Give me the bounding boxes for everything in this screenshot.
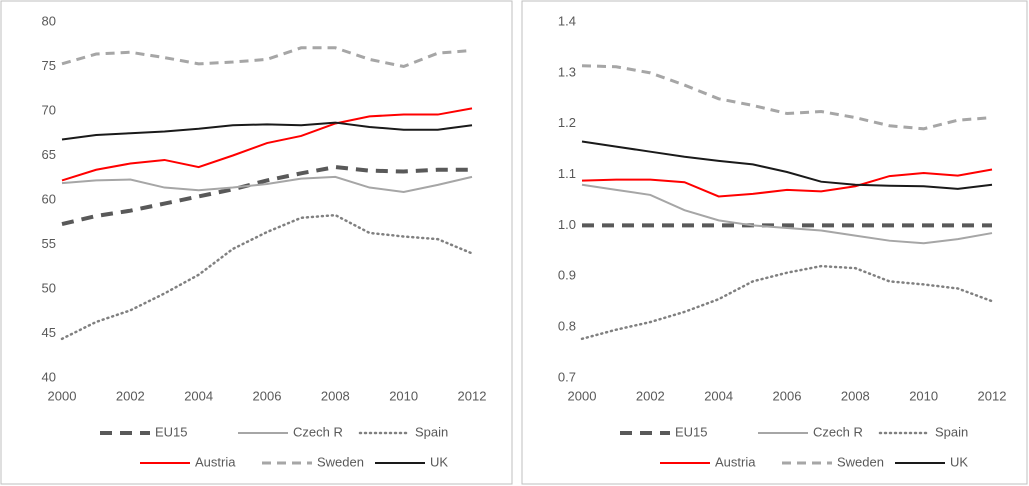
x-tick-label: 2006: [773, 388, 802, 403]
legend-label: EU15: [155, 424, 188, 439]
legend-label: Austria: [195, 454, 236, 469]
legend-label: Spain: [935, 424, 968, 439]
series-line: [580, 264, 994, 341]
legend-label: EU15: [675, 424, 708, 439]
y-tick-label: 0.8: [558, 319, 576, 334]
legend-label: Sweden: [837, 454, 884, 469]
x-tick-label: 2010: [909, 388, 938, 403]
legend-label: UK: [950, 454, 968, 469]
x-tick-label: 2012: [978, 388, 1007, 403]
x-tick-label: 2012: [458, 388, 487, 403]
legend-label: Austria: [715, 454, 756, 469]
legend-label: Spain: [415, 424, 448, 439]
y-tick-label: 65: [42, 147, 56, 162]
legend-label: UK: [430, 454, 448, 469]
y-tick-label: 40: [42, 369, 56, 384]
y-tick-label: 1.1: [558, 166, 576, 181]
y-tick-label: 80: [42, 13, 56, 28]
x-tick-label: 2004: [184, 388, 213, 403]
series-line: [61, 175, 473, 194]
series-line: [60, 213, 474, 341]
y-tick-label: 1.4: [558, 13, 576, 28]
y-tick-label: 55: [42, 236, 56, 251]
series-line: [61, 165, 472, 226]
y-tick-label: 1.3: [558, 64, 576, 79]
y-tick-label: 70: [42, 102, 56, 117]
series-line: [581, 140, 993, 190]
y-tick-label: 1.0: [558, 217, 576, 232]
series-line: [581, 183, 993, 245]
panel-frame: [521, 0, 1028, 485]
panel-frame: [0, 0, 513, 485]
series-line: [61, 46, 473, 69]
y-tick-label: 60: [42, 191, 56, 206]
x-tick-label: 2000: [48, 388, 77, 403]
legend-label: Czech R: [293, 424, 343, 439]
y-tick-label: 50: [42, 280, 56, 295]
y-tick-label: 75: [42, 58, 56, 73]
series-line: [581, 64, 993, 131]
y-tick-label: 1.2: [558, 115, 576, 130]
x-tick-label: 2006: [253, 388, 282, 403]
series-line: [581, 168, 993, 198]
x-tick-label: 2008: [841, 388, 870, 403]
y-tick-label: 45: [42, 325, 56, 340]
x-tick-label: 2004: [704, 388, 733, 403]
x-tick-label: 2010: [389, 388, 418, 403]
series-line: [61, 121, 473, 141]
x-tick-label: 2000: [568, 388, 597, 403]
y-tick-label: 0.7: [558, 369, 576, 384]
series-line: [61, 107, 473, 182]
x-tick-label: 2002: [116, 388, 145, 403]
y-tick-label: 0.9: [558, 268, 576, 283]
legend-label: Sweden: [317, 454, 364, 469]
x-tick-label: 2008: [321, 388, 350, 403]
x-tick-label: 2002: [636, 388, 665, 403]
legend-label: Czech R: [813, 424, 863, 439]
